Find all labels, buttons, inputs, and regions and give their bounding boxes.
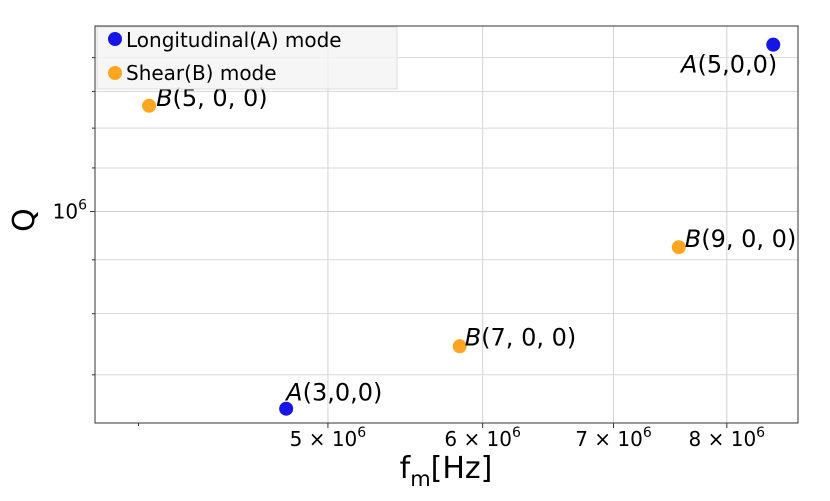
x-tick-exponent: 6 [756,425,765,441]
point-label-indices: (9, 0, 0) [701,225,796,253]
legend-label-shear: Shear(B) mode [126,61,277,85]
point-label-mode-letter: A [284,379,302,407]
x-axis-label: fm[Hz] [400,451,493,491]
legend-label-longitudinal: Longitudinal(A) mode [126,28,342,52]
x-tick-label: 6 × 106 [444,425,521,451]
point-label: B(7, 0, 0) [465,323,577,351]
legend: Longitudinal(A) mode Shear(B) mode [96,26,398,90]
y-tick-label: 106 [53,198,87,224]
x-tick-label: 7 × 106 [575,425,652,451]
legend-marker-longitudinal [108,32,122,46]
x-tick-exponent: 6 [357,425,366,441]
x-tick-label: 8 × 106 [689,425,766,451]
x-tick-mantissa: 8 × 10 [689,427,757,451]
y-tick-exponent: 6 [78,198,87,214]
point-label-mode-letter: B [156,84,172,112]
point-label-mode-letter: A [679,51,697,79]
x-tick-mantissa: 5 × 10 [290,427,358,451]
point-label: A(3,0,0) [284,379,382,407]
legend-marker-shear [108,66,122,80]
point-label-indices: (7, 0, 0) [481,323,576,351]
point-labels: A(3,0,0)A(5,0,0)B(5, 0, 0)B(7, 0, 0)B(9,… [156,51,796,407]
point-label-indices: (5,0,0) [697,51,777,79]
data-point [279,401,294,416]
data-points [142,37,781,416]
y-tick-base: 10 [53,200,78,224]
data-point [452,339,467,354]
point-label: A(5,0,0) [679,51,777,79]
point-label-mode-letter: B [685,225,701,253]
x-tick-mantissa: 7 × 10 [575,427,643,451]
data-point [142,98,157,113]
data-point [766,37,781,52]
x-tick-mantissa: 6 × 10 [444,427,512,451]
legend-box [96,26,398,90]
x-tick-exponent: 6 [512,425,521,441]
point-label: B(9, 0, 0) [685,225,797,253]
y-axis-label: Q [7,208,42,232]
point-label-indices: (3,0,0) [303,379,383,407]
plot-area-frame [94,25,799,424]
x-tick-label: 5 × 106 [290,425,367,451]
data-point [671,240,686,255]
point-label-mode-letter: B [465,323,481,351]
x-tick-exponent: 6 [643,425,652,441]
